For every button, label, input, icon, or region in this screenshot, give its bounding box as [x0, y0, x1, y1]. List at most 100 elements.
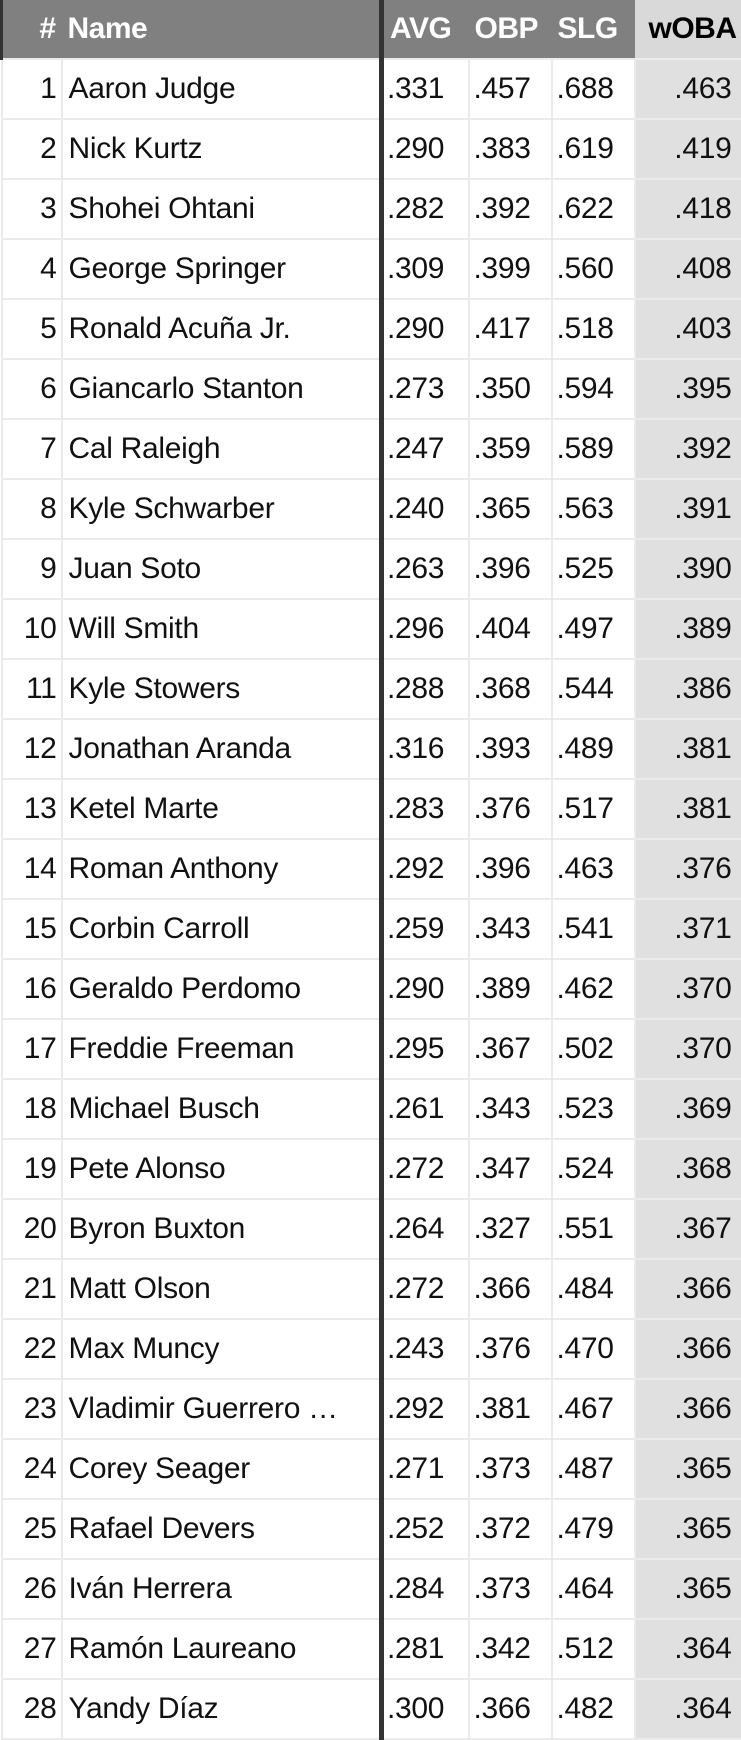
cell-slg: .479 [552, 1499, 635, 1559]
cell-slg: .523 [552, 1079, 635, 1139]
cell-avg: .243 [382, 1319, 469, 1379]
cell-woba: .392 [635, 419, 741, 479]
cell-avg: .288 [382, 659, 469, 719]
cell-woba: .381 [635, 719, 741, 779]
header-name[interactable]: Name [62, 0, 382, 59]
cell-avg: .290 [382, 959, 469, 1019]
cell-woba: .366 [635, 1379, 741, 1439]
cell-name: Ketel Marte [62, 779, 382, 839]
cell-avg: .331 [382, 59, 469, 119]
cell-name: Michael Busch [62, 1079, 382, 1139]
cell-woba: .381 [635, 779, 741, 839]
cell-slg: .541 [552, 899, 635, 959]
cell-slg: .487 [552, 1439, 635, 1499]
cell-rank: 15 [2, 899, 62, 959]
cell-rank: 3 [2, 179, 62, 239]
cell-name: Corey Seager [62, 1439, 382, 1499]
cell-rank: 14 [2, 839, 62, 899]
cell-avg: .316 [382, 719, 469, 779]
cell-avg: .263 [382, 539, 469, 599]
cell-name: Pete Alonso [62, 1139, 382, 1199]
cell-obp: .343 [469, 1079, 552, 1139]
cell-name: Geraldo Perdomo [62, 959, 382, 1019]
cell-name: George Springer [62, 239, 382, 299]
table-header: # Name AVG OBP SLG wOBA [2, 0, 741, 59]
cell-obp: .373 [469, 1439, 552, 1499]
cell-obp: .396 [469, 539, 552, 599]
cell-woba: .386 [635, 659, 741, 719]
cell-name: Matt Olson [62, 1259, 382, 1319]
cell-avg: .281 [382, 1619, 469, 1679]
cell-name: Kyle Stowers [62, 659, 382, 719]
cell-rank: 5 [2, 299, 62, 359]
cell-avg: .273 [382, 359, 469, 419]
cell-name: Will Smith [62, 599, 382, 659]
cell-obp: .350 [469, 359, 552, 419]
cell-slg: .518 [552, 299, 635, 359]
cell-rank: 19 [2, 1139, 62, 1199]
cell-obp: .389 [469, 959, 552, 1019]
cell-woba: .391 [635, 479, 741, 539]
cell-woba: .389 [635, 599, 741, 659]
cell-name: Juan Soto [62, 539, 382, 599]
cell-slg: .594 [552, 359, 635, 419]
cell-avg: .272 [382, 1139, 469, 1199]
cell-rank: 9 [2, 539, 62, 599]
cell-slg: .502 [552, 1019, 635, 1079]
header-rank[interactable]: # [2, 0, 62, 59]
cell-slg: .563 [552, 479, 635, 539]
cell-avg: .296 [382, 599, 469, 659]
cell-obp: .327 [469, 1199, 552, 1259]
cell-name: Vladimir Guerrero … [62, 1379, 382, 1439]
cell-woba: .364 [635, 1679, 741, 1739]
cell-woba: .365 [635, 1439, 741, 1499]
cell-slg: .467 [552, 1379, 635, 1439]
cell-name: Corbin Carroll [62, 899, 382, 959]
cell-woba: .403 [635, 299, 741, 359]
cell-obp: .404 [469, 599, 552, 659]
cell-slg: .622 [552, 179, 635, 239]
cell-name: Jonathan Aranda [62, 719, 382, 779]
cell-woba: .376 [635, 839, 741, 899]
header-obp[interactable]: OBP [469, 0, 552, 59]
cell-rank: 1 [2, 59, 62, 119]
cell-avg: .309 [382, 239, 469, 299]
cell-obp: .343 [469, 899, 552, 959]
header-woba[interactable]: wOBA [635, 0, 741, 59]
header-slg[interactable]: SLG [552, 0, 635, 59]
header-avg[interactable]: AVG [382, 0, 469, 59]
cell-rank: 10 [2, 599, 62, 659]
cell-name: Max Muncy [62, 1319, 382, 1379]
cell-name: Iván Herrera [62, 1559, 382, 1619]
